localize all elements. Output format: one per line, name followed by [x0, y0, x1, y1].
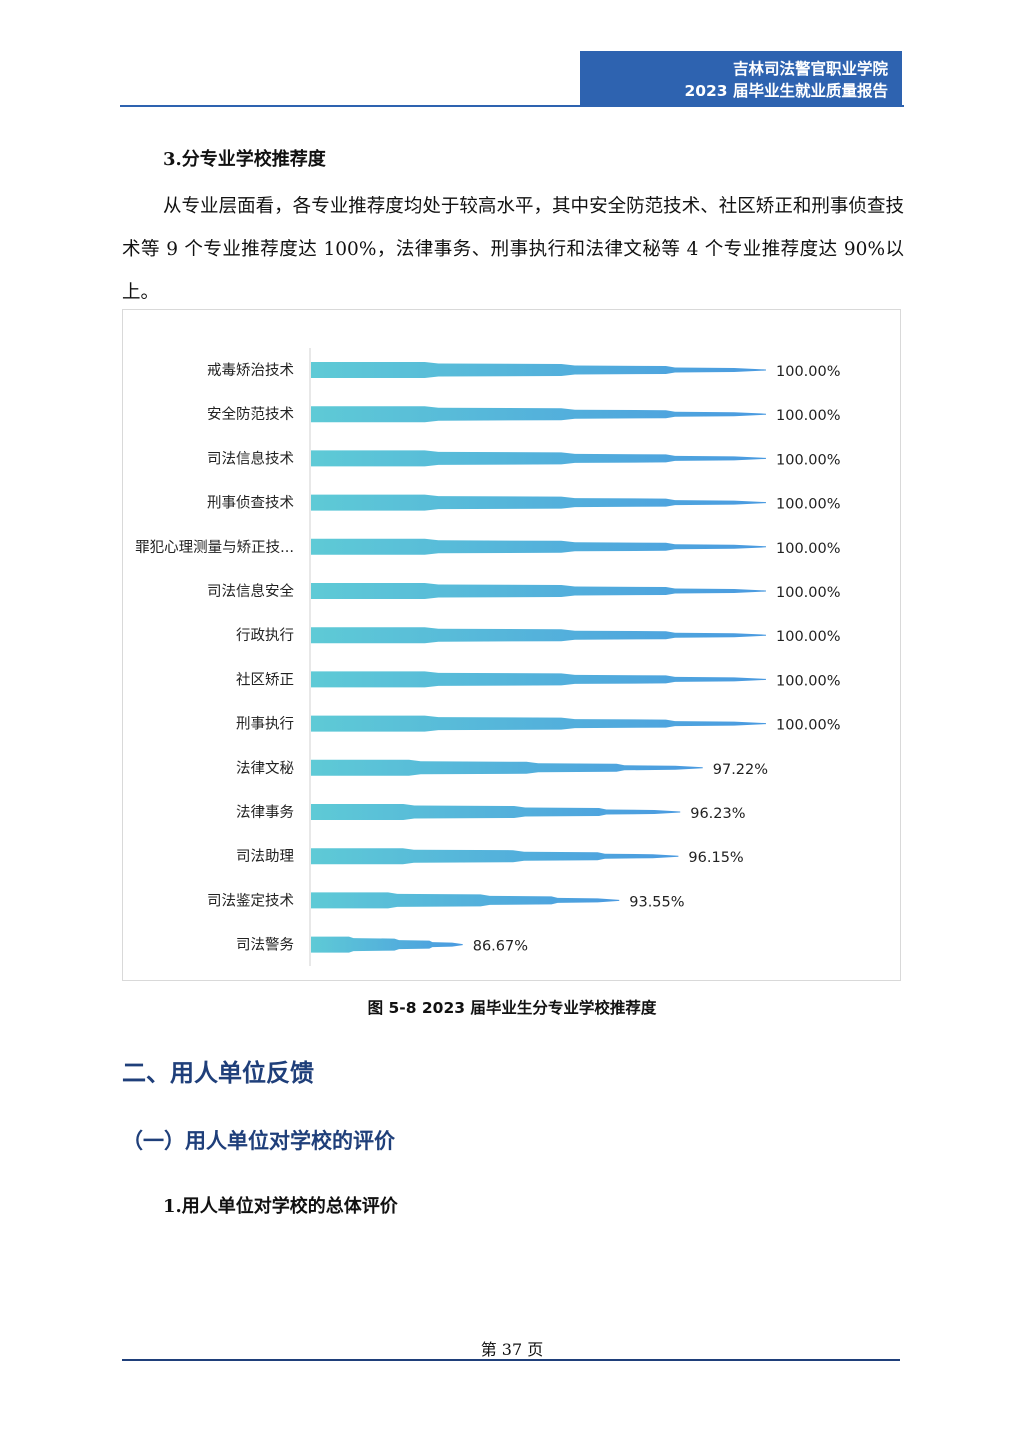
chart-frame: 戒毒矫治技术 100.00% 安全防范技术 100.00% 司法信息技术 100.00% 刑…	[122, 309, 901, 981]
data-label: 100.00%	[776, 585, 841, 601]
category-label: 罪犯心理测量与矫正技...	[135, 539, 294, 556]
bar	[311, 671, 766, 688]
category-label: 社区矫正	[236, 671, 294, 688]
category-label: 司法信息安全	[207, 582, 294, 600]
category-label: 司法鉴定技术	[207, 892, 294, 909]
bar	[311, 494, 766, 511]
footer-rule	[122, 1359, 900, 1361]
header-rule	[120, 105, 904, 107]
figure-caption: 图 5-8 2023 届毕业生分专业学校推荐度	[367, 999, 657, 1017]
data-label: 100.00%	[776, 673, 841, 689]
data-label: 100.00%	[776, 364, 841, 380]
heading-level-1: 二、用人单位反馈	[122, 1059, 314, 1087]
data-label: 100.00%	[776, 497, 841, 513]
data-label: 96.23%	[690, 806, 745, 822]
page-number: 第 37 页	[480, 1340, 544, 1359]
category-label: 戒毒矫治技术	[207, 362, 294, 379]
data-label: 100.00%	[776, 452, 841, 468]
bar-chart: 戒毒矫治技术 100.00% 安全防范技术 100.00% 司法信息技术 100.00% 刑…	[135, 348, 841, 966]
bar	[311, 804, 681, 820]
data-label: 100.00%	[776, 718, 841, 734]
category-label: 法律事务	[236, 804, 294, 821]
bar	[311, 892, 620, 909]
data-label: 100.00%	[776, 541, 841, 557]
category-label: 司法助理	[236, 848, 294, 865]
category-label: 安全防范技术	[207, 405, 294, 423]
category-label: 刑事侦查技术	[207, 495, 294, 512]
header-report-title: 2023 届毕业生就业质量报告	[684, 82, 888, 100]
header-school: 吉林司法警官职业学院	[732, 60, 888, 78]
body-paragraph: 从专业层面看，各专业推荐度均处于较高水平，其中安全防范技术、社区矫正和刑事侦查技…	[122, 196, 904, 303]
data-label: 86.67%	[473, 939, 528, 955]
bar	[311, 936, 463, 953]
bar	[311, 406, 766, 423]
bar	[311, 538, 766, 555]
category-label: 刑事执行	[236, 716, 294, 733]
bar	[311, 715, 766, 732]
category-label: 司法信息技术	[207, 450, 294, 467]
data-label: 97.22%	[713, 762, 768, 778]
heading-level-3: 1.用人单位对学校的总体评价	[163, 1196, 398, 1217]
bar	[311, 362, 766, 378]
category-label: 法律文秘	[236, 760, 294, 777]
heading-level-2: （一）用人单位对学校的评价	[122, 1129, 395, 1153]
data-label: 100.00%	[776, 629, 841, 645]
data-label: 100.00%	[776, 408, 841, 424]
header-banner: 吉林司法警官职业学院 2023 届毕业生就业质量报告	[580, 51, 902, 106]
bar	[311, 848, 679, 865]
bar	[311, 583, 766, 599]
bar	[311, 450, 766, 467]
section-heading: 3.分专业学校推荐度	[163, 149, 326, 170]
data-label: 93.55%	[629, 894, 684, 910]
bar	[311, 627, 766, 644]
category-label: 行政执行	[236, 627, 294, 644]
category-label: 司法警务	[236, 937, 294, 954]
data-label: 96.15%	[688, 850, 743, 866]
bar	[311, 759, 703, 776]
